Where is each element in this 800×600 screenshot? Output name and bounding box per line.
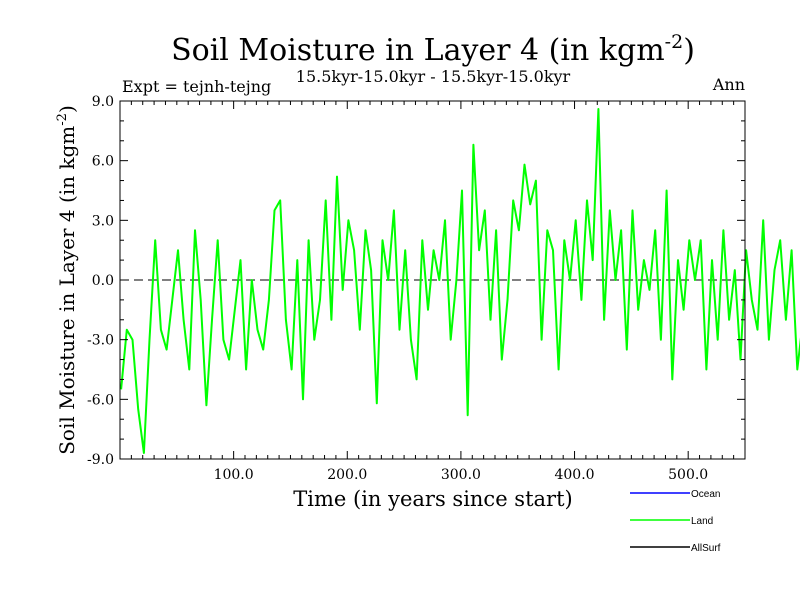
chart-title-main: Soil Moisture in Layer 4 (in kgm	[171, 33, 665, 68]
y-axis-title-sup: -2	[55, 113, 70, 126]
ticks-layer	[120, 100, 745, 460]
legend-label-allsurf: AllSurf	[691, 543, 721, 554]
y-tick-label: -3.0	[87, 333, 114, 349]
y-tick-label: 0.0	[92, 273, 114, 289]
chart-title: Soil Moisture in Layer 4 (in kgm-2)	[171, 31, 695, 68]
x-tick-label: 300.0	[441, 467, 481, 483]
y-axis-title-main: Soil Moisture in Layer 4 (in kgm	[55, 126, 79, 455]
series-land-line	[120, 108, 800, 454]
period-label: 15.5kyr-15.0kyr - 15.5kyr-15.0kyr	[296, 67, 571, 86]
x-axis-title: Time (in years since start)	[293, 487, 572, 511]
legend-label-land: Land	[691, 516, 713, 527]
y-tick-label: 6.0	[92, 154, 114, 170]
legend: Ocean Land AllSurf	[630, 489, 721, 554]
tick-labels-layer: 100.0 200.0 300.0 400.0 500.0 -9.0 -6.0 -3.0 0.0…	[87, 94, 708, 483]
legend-label-ocean: Ocean	[691, 489, 720, 500]
chart-title-close: )	[683, 33, 695, 68]
x-tick-label: 200.0	[327, 467, 367, 483]
x-tick-label: 400.0	[554, 467, 594, 483]
y-axis-title: Soil Moisture in Layer 4 (in kgm-2)	[55, 105, 79, 455]
x-tick-label: 500.0	[668, 467, 708, 483]
experiment-label: Expt = tejnh-tejng	[122, 77, 271, 96]
y-tick-label: 9.0	[92, 94, 114, 110]
x-tick-label: 100.0	[214, 467, 254, 483]
chart-title-sup: -2	[665, 31, 684, 53]
series-layer	[120, 108, 800, 454]
y-tick-label: -9.0	[87, 452, 114, 468]
y-tick-label: -6.0	[87, 392, 114, 408]
y-tick-label: 3.0	[92, 213, 114, 229]
y-axis-title-close: )	[55, 105, 79, 113]
season-label: Ann	[712, 75, 745, 94]
